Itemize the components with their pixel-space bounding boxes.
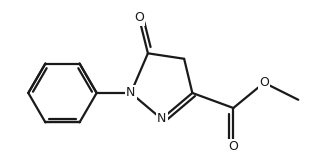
Text: O: O [134,11,144,24]
Text: N: N [157,112,166,125]
Text: N: N [126,87,136,99]
Text: O: O [259,76,269,89]
Text: O: O [228,140,238,153]
